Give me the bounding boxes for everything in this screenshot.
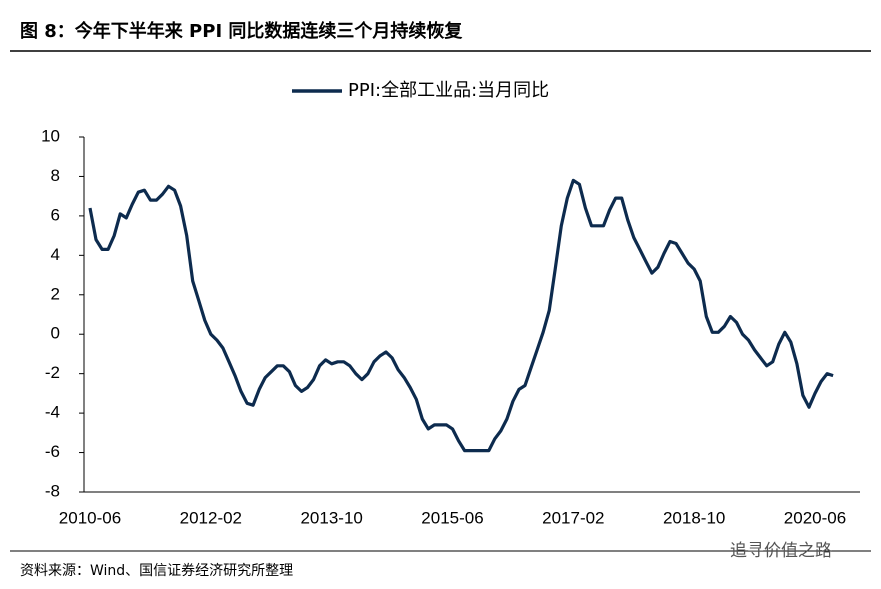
y-tick-label: -6 — [45, 442, 60, 461]
source-note: 资料来源：Wind、国信证券经济研究所整理 — [20, 563, 293, 579]
x-tick-label: 2013-10 — [300, 508, 362, 527]
y-tick-label: 6 — [51, 205, 60, 224]
watermark: 追寻价值之路 — [730, 541, 832, 561]
y-tick-label: -8 — [45, 481, 60, 500]
y-tick-label: -4 — [45, 403, 60, 422]
x-tick-label: 2020-06 — [784, 508, 846, 527]
legend-label: PPI:全部工业品:当月同比 — [348, 80, 549, 101]
y-tick-label: 8 — [51, 166, 60, 185]
x-tick-label: 2010-06 — [59, 508, 121, 527]
y-tick-label: 0 — [51, 324, 60, 343]
y-tick-label: 4 — [51, 245, 60, 264]
chart-title: 图 8：今年下半年来 PPI 同比数据连续三个月持续恢复 — [20, 20, 463, 42]
y-tick-label: 10 — [41, 126, 60, 145]
x-tick-label: 2017-02 — [542, 508, 604, 527]
y-tick-label: 2 — [51, 284, 60, 303]
x-tick-label: 2012-02 — [180, 508, 242, 527]
x-tick-label: 2015-06 — [421, 508, 483, 527]
x-tick-label: 2018-10 — [663, 508, 725, 527]
y-tick-label: -2 — [45, 363, 60, 382]
line-series — [88, 178, 834, 453]
